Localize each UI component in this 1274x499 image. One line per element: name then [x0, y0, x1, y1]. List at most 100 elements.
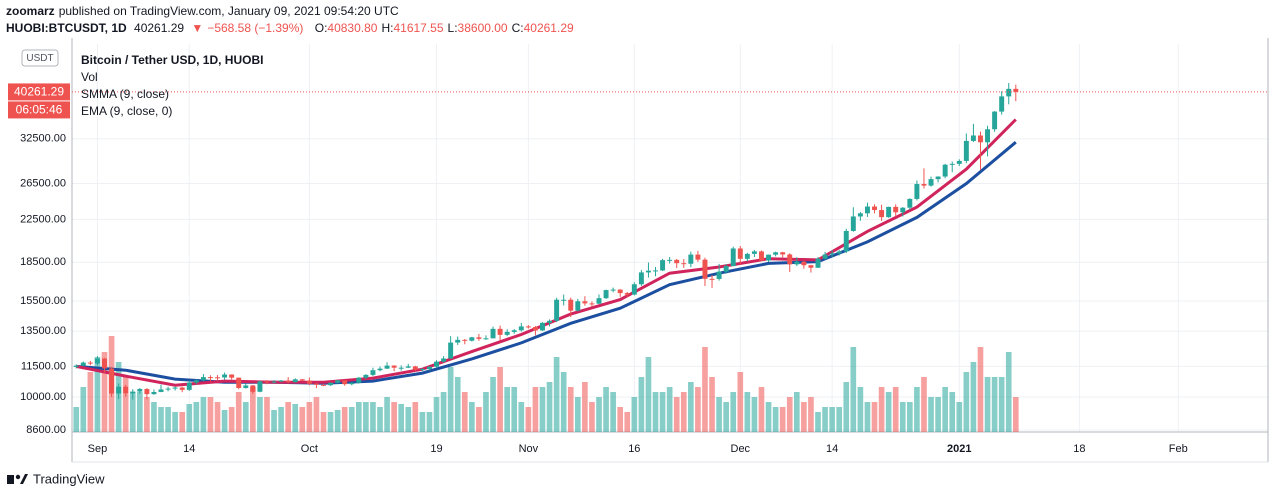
candle-body	[589, 303, 595, 305]
volume-bar	[370, 402, 376, 432]
volume-bar	[673, 397, 680, 432]
volume-bar	[433, 397, 440, 432]
candle-body	[532, 327, 538, 331]
candle-body	[193, 380, 199, 383]
volume-bar	[101, 352, 108, 432]
volume-bar	[525, 407, 532, 432]
candle-body	[1006, 88, 1012, 97]
volume-bar	[765, 402, 772, 432]
volume-bar	[885, 392, 892, 432]
candle-body	[250, 385, 256, 392]
volume-bar	[772, 407, 779, 432]
ohlc-value: 40830.80	[327, 21, 378, 35]
candle-body	[102, 358, 107, 369]
volume-bar	[313, 397, 320, 432]
volume-bar	[348, 407, 355, 432]
candle-body	[653, 270, 658, 272]
volume-bar	[129, 392, 136, 432]
candle-body	[109, 368, 115, 394]
volume-bar	[596, 397, 602, 432]
volume-bar	[582, 382, 588, 432]
candle-body	[709, 278, 715, 280]
x-tick-label: 14	[183, 443, 195, 455]
candle-body	[575, 301, 581, 311]
volume-bar	[871, 402, 878, 432]
candle-body	[631, 284, 637, 295]
currency-badge	[21, 49, 59, 67]
candle-body	[999, 96, 1005, 112]
volume-bar	[737, 372, 744, 432]
candle-body	[207, 377, 213, 379]
volume-bar	[469, 402, 475, 432]
volume-bar	[172, 412, 178, 432]
countdown-label: 06:05:46	[16, 103, 63, 117]
volume-bar	[786, 397, 793, 432]
volume-bar	[928, 397, 934, 432]
volume-bar	[567, 387, 574, 432]
volume-bar	[779, 407, 786, 432]
candle-body	[928, 179, 934, 186]
candle-body	[476, 337, 482, 339]
volume-bar	[454, 377, 461, 432]
candle-body	[511, 330, 517, 332]
volume-bar	[158, 407, 164, 432]
candle-body	[744, 253, 750, 259]
ohlc-value: 38600.00	[457, 21, 508, 35]
candle-body	[434, 361, 439, 367]
volume-bar	[179, 412, 186, 432]
candle-body	[292, 379, 298, 383]
candle-body	[829, 253, 835, 255]
candle-body	[914, 184, 920, 199]
volume-bar	[963, 372, 970, 432]
candle-body	[370, 370, 376, 375]
ohlc-value: 41617.55	[393, 21, 444, 35]
candle-body	[165, 388, 171, 390]
logo-bar	[7, 475, 14, 484]
volume-bar	[850, 347, 857, 432]
publish-line: zoomarz published on TradingView.com, Jan…	[6, 4, 403, 18]
candle-body	[751, 251, 757, 254]
published: published on TradingView.com, January 09…	[58, 4, 399, 18]
candle-body	[540, 322, 545, 331]
candle-body	[342, 380, 348, 385]
logo-shape	[20, 474, 28, 484]
x-tick-label: 16	[628, 443, 640, 455]
volume-bar	[829, 407, 835, 432]
x-tick-label: Dec	[731, 443, 751, 455]
volume-bar	[695, 387, 701, 432]
candle-body	[356, 377, 362, 383]
volume-bar	[744, 392, 751, 432]
candle-body	[879, 210, 885, 218]
change: ▼ −568.58 (−1.39%)	[191, 21, 307, 35]
volume-bar	[87, 372, 94, 432]
ohlc-value: 40261.29	[523, 21, 574, 35]
candle-body	[144, 389, 150, 395]
candle-body	[547, 320, 553, 323]
ohlc-label: O:	[314, 21, 328, 35]
volume-bar	[666, 387, 673, 432]
volume-bar	[327, 412, 334, 432]
candle-body	[737, 248, 743, 259]
volume-bar	[320, 412, 327, 432]
volume-bar	[793, 392, 800, 432]
candle-body	[271, 381, 277, 383]
candle-body	[759, 251, 764, 261]
volume-bar	[864, 402, 871, 432]
candle-body	[257, 381, 263, 392]
candle-body	[638, 272, 644, 285]
plot-area	[72, 44, 1268, 432]
volume-bar	[574, 397, 581, 432]
volume-bar	[843, 382, 850, 432]
legend-entry: SMMA (9, close)	[81, 87, 169, 101]
publisher: zoomarz	[6, 4, 55, 18]
volume-bar	[504, 387, 510, 432]
volume-bar	[122, 377, 129, 432]
volume-bar	[363, 402, 369, 432]
ohlc-label: C:	[511, 21, 524, 35]
candle-body	[660, 260, 666, 271]
candle-body	[525, 326, 531, 328]
volume-bar	[355, 402, 362, 432]
legend-entry: EMA (9, close, 0)	[81, 104, 172, 118]
volume-bar	[836, 407, 843, 432]
